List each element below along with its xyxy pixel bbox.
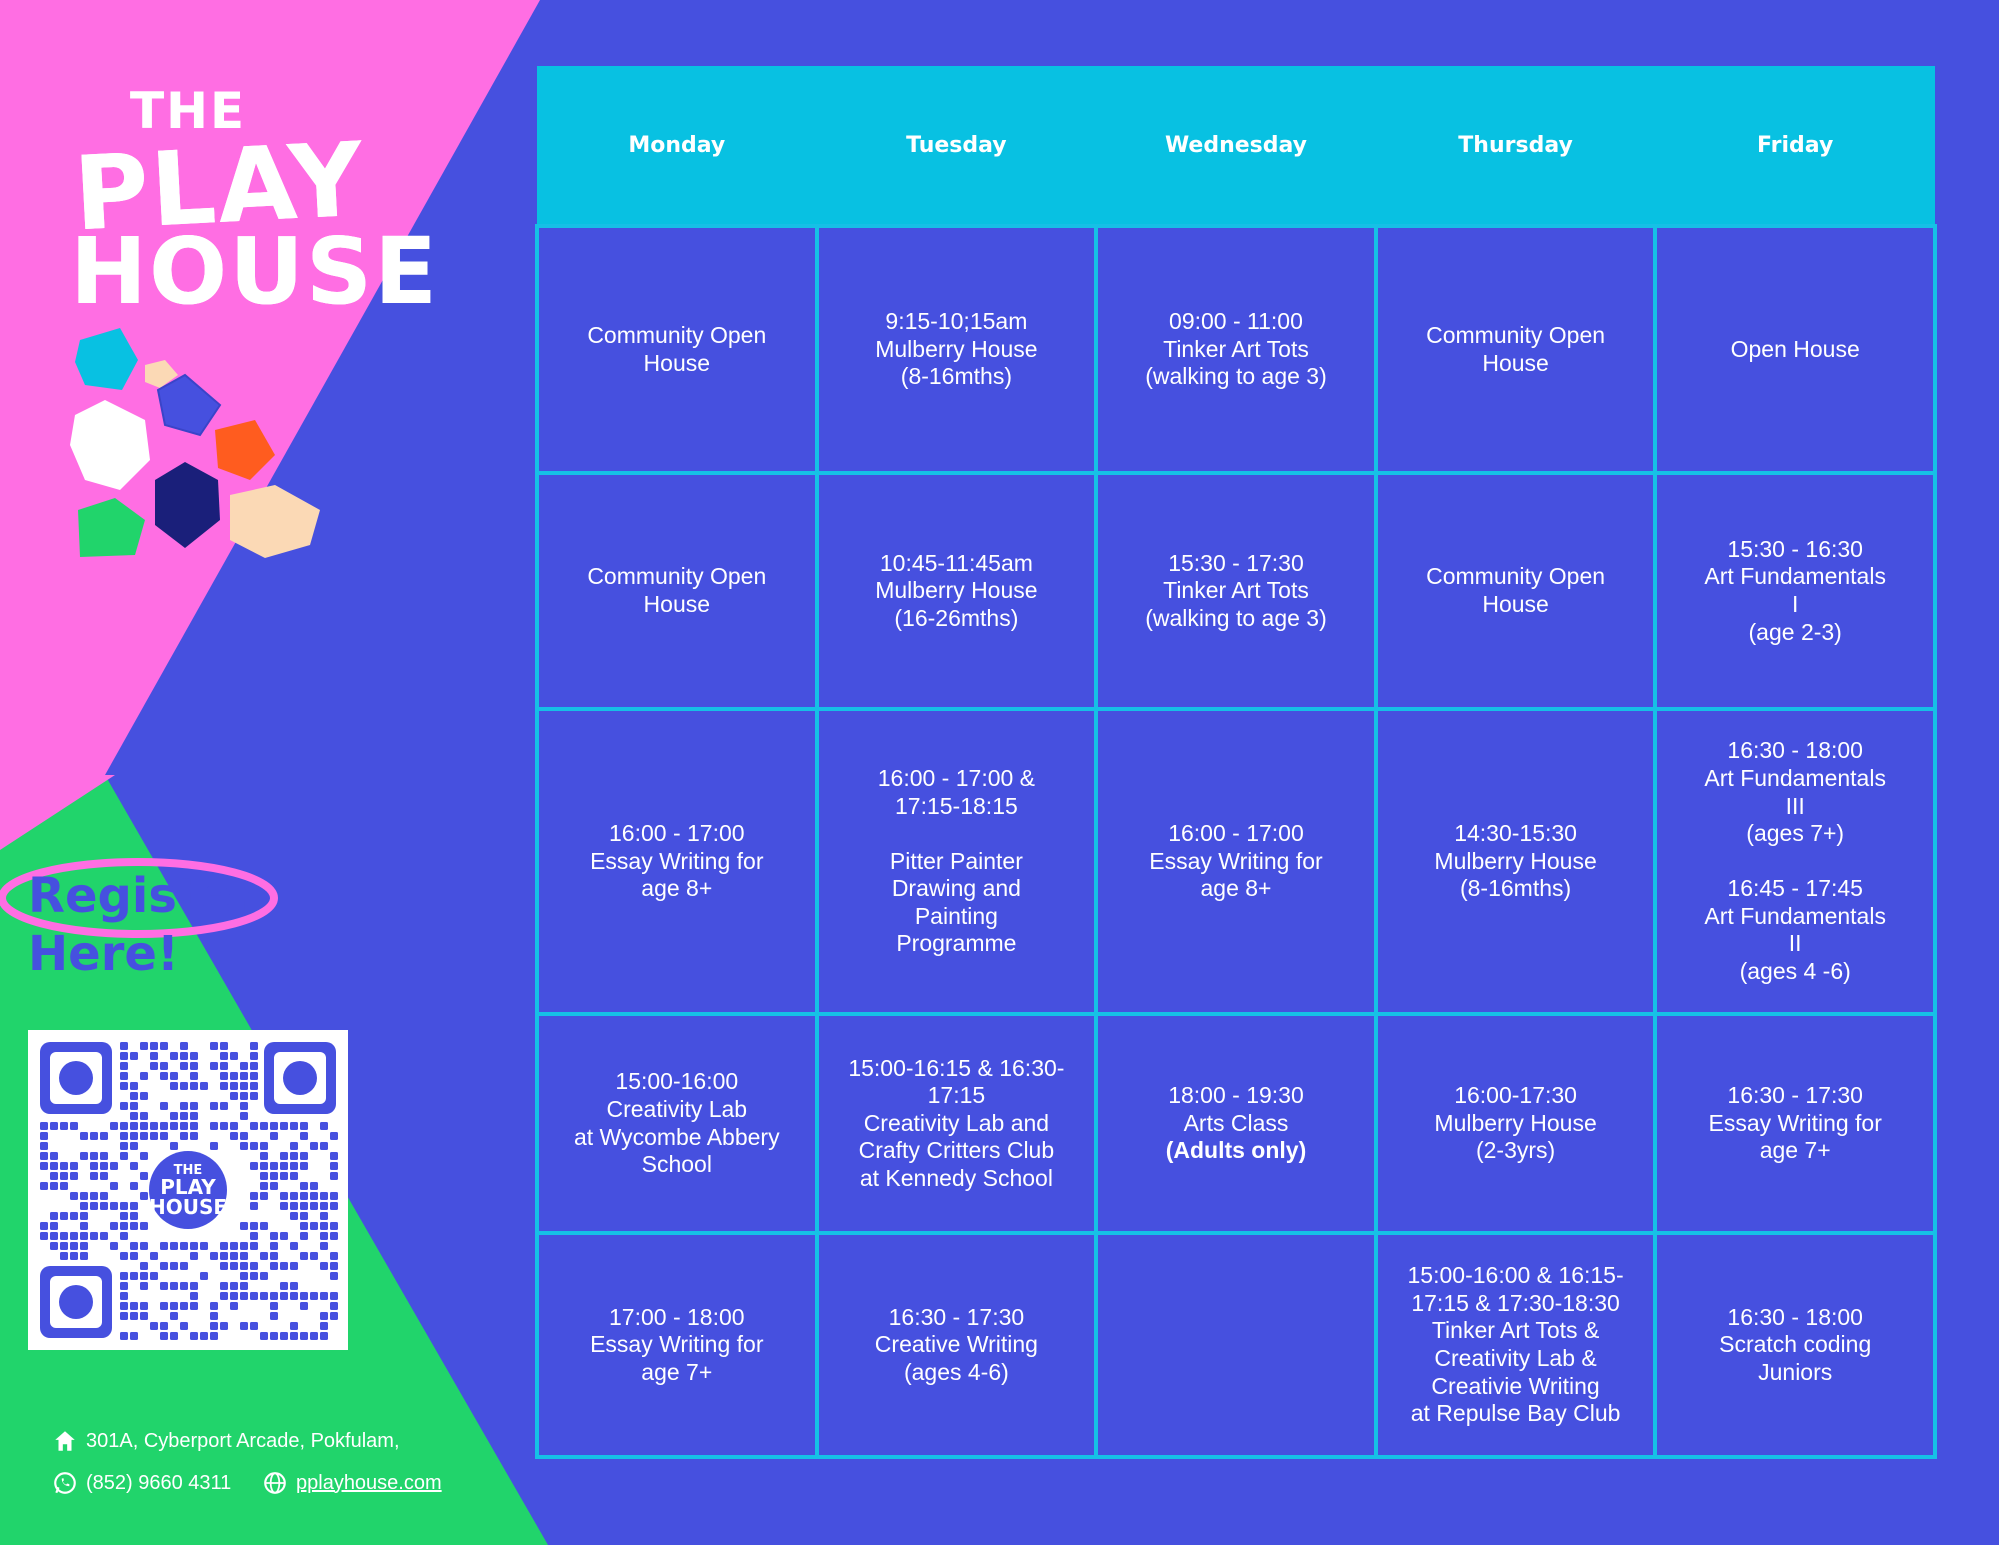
address-text: 301A, Cyberport Arcade, Pokfulam, <box>86 1429 400 1452</box>
registration-qr-code[interactable]: THE PLAY HOUSE <box>28 1030 348 1350</box>
website-text: pplayhouse.com <box>296 1471 442 1494</box>
schedule-row: 17:00 - 18:00 Essay Writing for age 7+ 1… <box>535 1231 1937 1459</box>
qr-logo-play: PLAY <box>160 1174 216 1199</box>
class-cell: Open House <box>1653 224 1937 475</box>
class-cell: 16:30 - 17:30 Essay Writing for age 7+ <box>1653 1012 1937 1235</box>
qr-logo-the: THE <box>173 1162 203 1178</box>
schedule-row: 16:00 - 17:00 Essay Writing for age 8+ 1… <box>535 707 1937 1016</box>
logo-house: HOUSE <box>70 218 440 325</box>
home-icon <box>55 1431 75 1451</box>
class-cell-adults: 18:00 - 19:30 Arts Class (Adults only) <box>1094 1012 1378 1235</box>
weekly-schedule-table: Monday Tuesday Wednesday Thursday Friday… <box>535 66 1937 1459</box>
adults-class-text: 18:00 - 19:30 Arts Class <box>1168 1082 1304 1136</box>
day-header-thursday: Thursday <box>1375 66 1656 226</box>
qr-center-logo: THE PLAY HOUSE <box>149 1151 227 1229</box>
class-cell: Community Open House <box>535 224 819 475</box>
logo-the: THE <box>130 82 247 140</box>
day-header-friday: Friday <box>1655 66 1935 226</box>
class-cell: Community Open House <box>1373 471 1658 711</box>
qr-code-icon <box>40 1042 338 1340</box>
globe-icon <box>264 1472 286 1494</box>
class-cell: 16:30 - 17:30 Creative Writing (ages 4-6… <box>814 1231 1099 1459</box>
class-cell: 16:00-17:30 Mulberry House (2-3yrs) <box>1373 1012 1658 1235</box>
day-header-tuesday: Tuesday <box>816 66 1097 226</box>
class-cell: 9:15-10;15am Mulberry House (8-16mths) <box>814 224 1099 475</box>
class-cell: 17:00 - 18:00 Essay Writing for age 7+ <box>535 1231 819 1459</box>
class-cell: 15:00-16:00 & 16:15- 17:15 & 17:30-18:30… <box>1373 1231 1658 1459</box>
qr-logo-house: HOUSE <box>148 1194 228 1219</box>
class-cell: 16:00 - 17:00 & 17:15-18:15 Pitter Paint… <box>814 707 1099 1016</box>
schedule-row: Community Open House 10:45-11:45am Mulbe… <box>535 471 1937 711</box>
contact-phone[interactable]: (852) 9660 4311 <box>52 1470 231 1496</box>
class-cell: 15:00-16:15 & 16:30- 17:15 Creativity La… <box>814 1012 1099 1235</box>
class-cell: 16:00 - 17:00 Essay Writing for age 8+ <box>535 707 819 1016</box>
schedule-row: Community Open House 9:15-10;15am Mulber… <box>535 224 1937 475</box>
register-callout[interactable]: Register Here! <box>0 858 300 998</box>
class-cell: 16:30 - 18:00 Art Fundamentals III (ages… <box>1653 707 1937 1016</box>
register-line-2: Here! <box>28 926 179 982</box>
logo-pebbles-icon <box>70 328 320 558</box>
schedule-header-row: Monday Tuesday Wednesday Thursday Friday <box>537 66 1935 226</box>
pink-panel <box>0 0 540 775</box>
class-cell: 16:30 - 18:00 Scratch coding Juniors <box>1653 1231 1937 1459</box>
register-line-1: Register <box>28 868 257 924</box>
class-cell: 10:45-11:45am Mulberry House (16-26mths) <box>814 471 1099 711</box>
contact-address: 301A, Cyberport Arcade, Pokfulam, <box>52 1428 400 1454</box>
day-header-wednesday: Wednesday <box>1096 66 1376 226</box>
day-header-monday: Monday <box>537 66 817 226</box>
pink-corner <box>0 775 115 850</box>
class-cell: 15:30 - 16:30 Art Fundamentals I (age 2-… <box>1653 471 1937 711</box>
phone-text: (852) 9660 4311 <box>86 1471 232 1494</box>
contact-website-link[interactable]: pplayhouse.com <box>262 1470 442 1496</box>
schedule-row: 15:00-16:00 Creativity Lab at Wycombe Ab… <box>535 1012 1937 1235</box>
class-cell: 09:00 - 11:00 Tinker Art Tots (walking t… <box>1094 224 1378 475</box>
whatsapp-icon <box>54 1472 76 1494</box>
adults-only-label: (Adults only) <box>1165 1137 1307 1164</box>
class-cell: Community Open House <box>535 471 819 711</box>
class-cell: 14:30-15:30 Mulberry House (8-16mths) <box>1373 707 1658 1016</box>
class-cell: 15:00-16:00 Creativity Lab at Wycombe Ab… <box>535 1012 819 1235</box>
class-cell-empty <box>1094 1231 1378 1459</box>
class-cell: Community Open House <box>1373 224 1658 475</box>
class-cell: 16:00 - 17:00 Essay Writing for age 8+ <box>1094 707 1378 1016</box>
class-cell: 15:30 - 17:30 Tinker Art Tots (walking t… <box>1094 471 1378 711</box>
register-oval-icon <box>0 858 278 938</box>
